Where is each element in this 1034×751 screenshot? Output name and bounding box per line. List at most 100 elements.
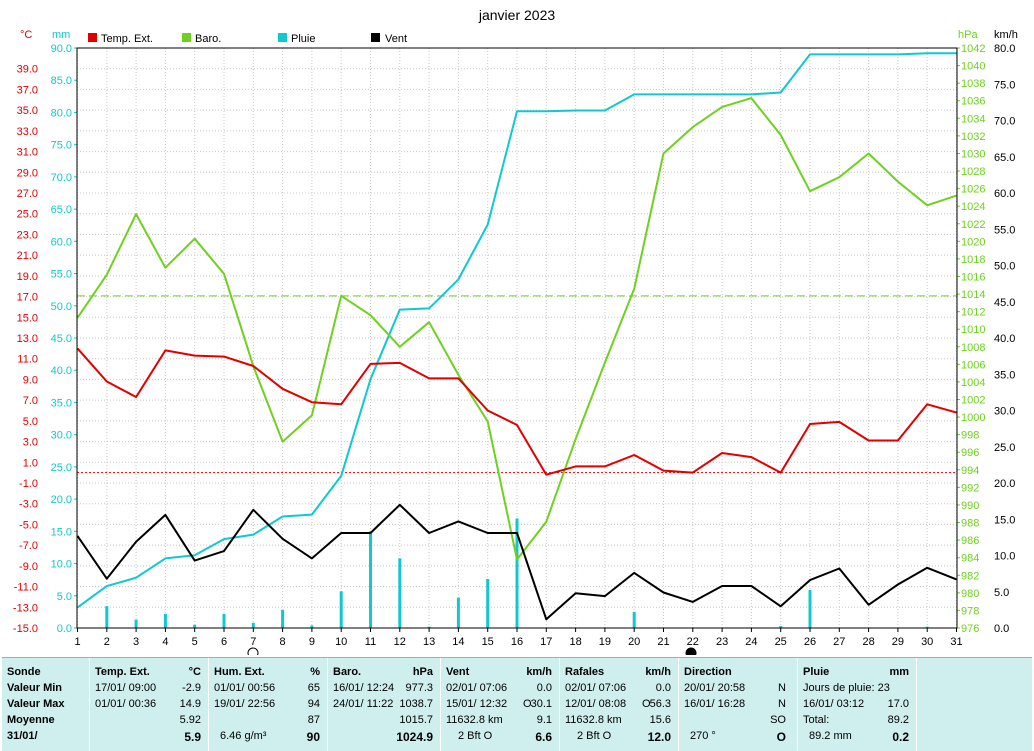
day-tick-label: 24: [745, 636, 757, 648]
day-tick-label: 14: [452, 636, 464, 648]
temp-max-value: 14.9: [179, 698, 201, 710]
temp-tick-label: 3.0: [23, 437, 38, 449]
col-rafales: Rafales km/h 02/01/ 07:06 0.0 12/01/ 08:08…: [559, 658, 678, 751]
wind-tick-label: 75.0: [994, 79, 1015, 91]
baro-tick-label: 1004: [961, 377, 985, 389]
temp-tick-label: 23.0: [17, 229, 38, 241]
full-moon-icon: [247, 647, 259, 655]
daily-rain-bar: [486, 579, 490, 628]
legend-wind-swatch: [371, 33, 380, 42]
sonde-header: Sonde: [7, 666, 41, 678]
temp-tick-label: 11.0: [17, 354, 38, 366]
vent-header: Vent: [446, 666, 470, 678]
day-tick-label: 8: [280, 636, 286, 648]
legend-temp-swatch: [88, 33, 97, 42]
vent-distance: 11632.8 km: [446, 714, 503, 726]
rain-unit-label: mm: [52, 29, 70, 41]
baro-tick-label: 982: [961, 570, 979, 582]
baro-tick-label: 1008: [961, 342, 985, 354]
wind-tick-label: 80.0: [994, 43, 1015, 55]
hum-max-value: 94: [307, 698, 320, 710]
legend-rain-swatch: [278, 33, 287, 42]
col-temp: Temp. Ext. °C 17/01/ 09:00 -2.9 01/01/ 00:…: [89, 658, 208, 751]
wind-tick-label: 60.0: [994, 188, 1015, 200]
rafales-current-value: 12.0: [647, 730, 671, 744]
vent-current-value: 6.6: [535, 730, 552, 744]
baro-tick-label: 994: [961, 465, 979, 477]
col-sonde: Sonde Valeur Min Valeur Max Moyenne 31/0…: [2, 658, 88, 751]
rain-tick-label: 85.0: [51, 75, 72, 87]
temp-tick-label: 37.0: [17, 84, 38, 96]
daily-rain-bar: [808, 589, 812, 628]
day-tick-label: 18: [569, 636, 581, 648]
temp-unit: °C: [188, 666, 201, 678]
daily-rain-bar: [369, 531, 372, 628]
temp-tick-label: -1.0: [19, 478, 38, 490]
pluie-total-value: 89.2: [887, 714, 909, 726]
wind-tick-label: 0.0: [994, 623, 1009, 635]
pluie-total-label: Total:: [803, 714, 830, 726]
legend-wind-label: Vent: [385, 33, 407, 45]
day-tick-label: 25: [775, 636, 787, 648]
day-tick-label: 1: [74, 636, 80, 648]
legend-baro-swatch: [182, 33, 191, 42]
day-tick-label: 5: [192, 636, 198, 648]
wind-tick-label: 70.0: [994, 116, 1015, 128]
daily-rain-bar: [925, 626, 929, 628]
daily-rain-bar: [251, 622, 255, 628]
baro-tick-label: 1006: [961, 359, 985, 371]
hum-absolute: 6.46 g/m³: [220, 730, 267, 742]
daily-rain-bar: [427, 626, 431, 628]
direction-max-date: 16/01/ 16:28: [684, 698, 746, 710]
row-label-avg: Moyenne: [7, 714, 55, 726]
vent-max-value: 30.1: [530, 698, 552, 710]
rain-tick-label: 5.0: [57, 591, 72, 603]
temp-tick-label: -7.0: [19, 540, 38, 552]
baro-tick-label: 998: [961, 430, 979, 442]
baro-tick-label: 978: [961, 605, 979, 617]
rain-tick-label: 20.0: [51, 494, 72, 506]
rain-tick-label: 75.0: [51, 140, 72, 152]
rain-tick-label: 40.0: [51, 365, 72, 377]
temp-tick-label: 15.0: [17, 312, 38, 324]
legend-temp-label: Temp. Ext.: [101, 33, 153, 45]
temp-unit-label: °C: [20, 29, 32, 41]
baro-tick-label: 1040: [961, 61, 985, 73]
new-moon-icon: [685, 647, 697, 655]
baro-max-value: 1038.7: [399, 698, 433, 710]
direction-avg-value: SO: [770, 714, 786, 726]
pluie-unit: mm: [889, 666, 909, 678]
temp-header: Temp. Ext.: [95, 666, 150, 678]
baro-tick-label: 1002: [961, 395, 985, 407]
wind-line: [76, 503, 957, 621]
direction-header: Direction: [684, 666, 732, 678]
day-tick-label: 17: [540, 636, 552, 648]
legend-baro-label: Baro.: [195, 33, 221, 45]
temp-tick-label: 13.0: [17, 333, 38, 345]
day-tick-label: 30: [921, 636, 933, 648]
vent-min-value: 0.0: [536, 682, 552, 694]
temp-tick-label: -13.0: [13, 602, 38, 614]
direction-degrees: 270 °: [690, 730, 716, 742]
direction-current-value: O: [776, 730, 786, 744]
temp-tick-label: 21.0: [17, 250, 38, 262]
daily-rain-bar: [134, 619, 138, 628]
baro-tick-label: 1014: [961, 289, 985, 301]
vent-unit: km/h: [526, 666, 552, 678]
day-tick-label: 20: [628, 636, 640, 648]
pluie-max-date: 16/01/ 03:12: [803, 698, 865, 710]
weather-chart: janvier 2023 °C mm hPa km/h Temp. Ext. B…: [13, 7, 1018, 655]
daily-rain-bar: [163, 613, 167, 628]
day-tick-label: 27: [833, 636, 845, 648]
rafales-beaufort: 2 Bft O: [577, 730, 612, 742]
rafales-min-date: 02/01/ 07:06: [565, 682, 627, 694]
hum-header: Hum. Ext.: [214, 666, 265, 678]
temp-tick-label: -9.0: [19, 561, 38, 573]
pluie-month-total: 89.2 mm: [809, 730, 852, 742]
wind-tick-label: 35.0: [994, 369, 1015, 381]
day-tick-label: 21: [657, 636, 669, 648]
baro-tick-label: 1020: [961, 236, 985, 248]
col-baro: Baro. hPa 16/01/ 12:24 977.3 24/01/ 11:22 1…: [327, 658, 440, 751]
rafales-max-date: 12/01/ 08:08: [565, 698, 627, 710]
temp-max-date: 01/01/ 00:36: [95, 698, 157, 710]
